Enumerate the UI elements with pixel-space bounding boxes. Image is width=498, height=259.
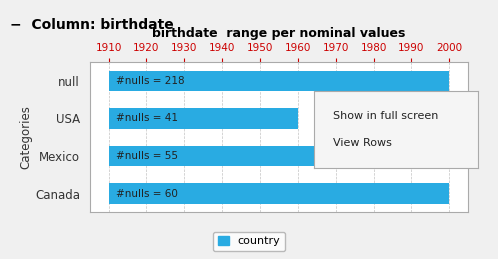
Text: −  Column: birthdate: − Column: birthdate <box>10 18 174 32</box>
Legend: country: country <box>213 232 285 251</box>
Y-axis label: Categories: Categories <box>19 105 32 169</box>
Bar <box>109 108 298 129</box>
Text: View Rows: View Rows <box>334 139 392 148</box>
Title: birthdate  range per nominal values: birthdate range per nominal values <box>152 27 405 40</box>
Text: #nulls = 60: #nulls = 60 <box>116 189 178 199</box>
Bar <box>109 71 449 91</box>
Text: #nulls = 218: #nulls = 218 <box>116 76 185 86</box>
Text: #nulls = 55: #nulls = 55 <box>116 151 178 161</box>
Bar <box>109 183 449 204</box>
Text: #nulls = 41: #nulls = 41 <box>116 113 178 124</box>
Text: Show in full screen: Show in full screen <box>334 111 439 120</box>
Bar <box>109 146 449 166</box>
